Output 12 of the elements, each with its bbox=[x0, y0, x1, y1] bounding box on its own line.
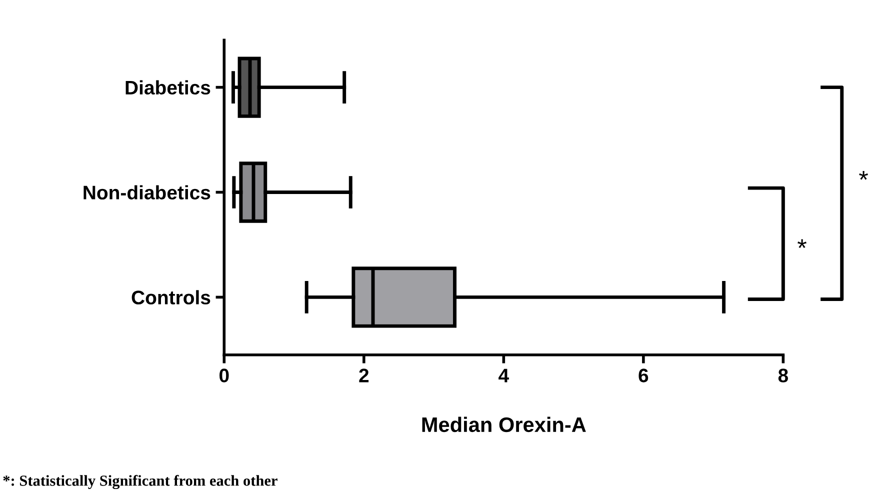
x-tick-label: 6 bbox=[638, 368, 648, 382]
y-tick-label: Diabetics bbox=[126, 80, 210, 95]
y-tick-label: Controls bbox=[132, 290, 210, 304]
x-tick-label: 2 bbox=[359, 368, 369, 382]
x-tick-label: 0 bbox=[220, 368, 229, 382]
y-tick-label: Non-diabetics bbox=[84, 185, 210, 200]
x-tick-label: 8 bbox=[778, 368, 788, 382]
text: * bbox=[798, 239, 807, 248]
text: *: Statistically Significant from each other bbox=[3, 474, 278, 490]
x-axis-title: Median Orexin-A bbox=[422, 416, 586, 432]
x-tick-label: 4 bbox=[498, 368, 509, 382]
text: * bbox=[859, 171, 868, 180]
